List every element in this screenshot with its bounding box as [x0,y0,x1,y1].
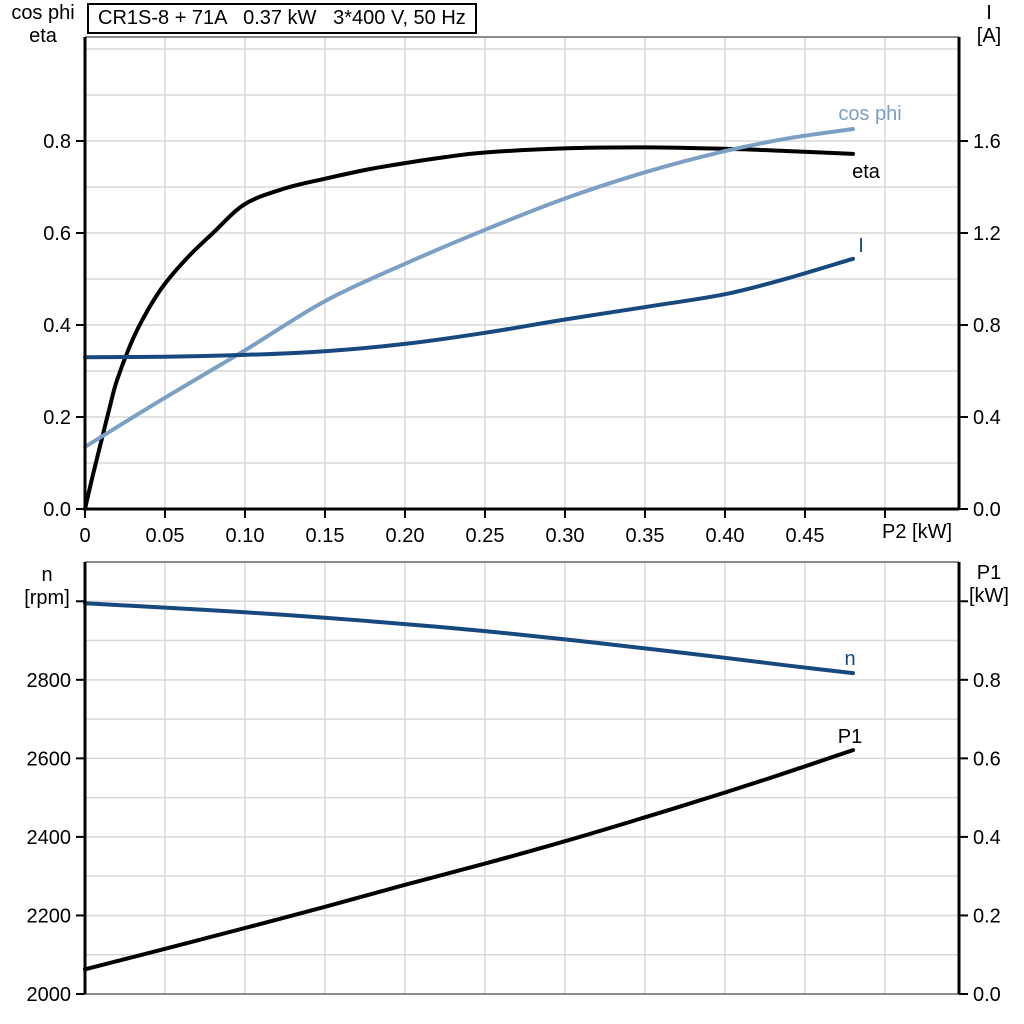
x-tick-label: 0.25 [466,525,505,547]
rpm-unit-label: [rpm] [24,587,70,609]
top-chart-right-axis-label: I [A] [960,2,1018,48]
bottom-chart-right-axis-label: P1 [kW] [958,562,1020,608]
x-tick-label: 0.35 [626,525,665,547]
left-tick-label: 0.4 [43,315,71,337]
curve-P1 [83,748,855,972]
x-tick-label: 0.40 [706,525,745,547]
input-power-axis-label: P1 [976,562,1002,584]
right-tick-label: 1.6 [973,131,1001,153]
left-tick-label: 0.6 [43,223,71,245]
x-tick-label: 0 [79,525,90,547]
curve-n [83,601,855,676]
right-tick-label: 0.4 [973,827,1001,849]
bottom-chart-left-axis-label: n [rpm] [14,564,80,610]
right-tick-label: 0.0 [973,499,1001,521]
right-tick-label: 0.2 [973,905,1001,927]
curve-label-cos-phi: cos phi [838,103,901,125]
curve-label-P1: P1 [838,726,862,748]
left-tick-label: 0.2 [43,407,71,429]
cos-phi-axis-label: cos phi [11,2,75,24]
left-tick-label: 2200 [27,905,72,927]
chart-title-box: CR1S-8 + 71A 0.37 kW 3*400 V, 50 Hz [87,3,477,34]
curve-I [83,256,855,360]
current-axis-label: I [986,2,992,24]
eta-axis-label: eta [29,25,57,47]
x-axis-unit-label: P2 [kW] [882,521,953,543]
curve-eta [83,145,855,511]
left-tick-label: 0.8 [43,131,71,153]
ampere-unit-label: [A] [976,25,1002,47]
curve-label-n: n [844,648,855,670]
kw-unit-label: [kW] [969,585,1009,607]
x-tick-label: 0.45 [786,525,825,547]
left-tick-label: 0.0 [43,499,71,521]
x-tick-label: 0.20 [386,525,425,547]
left-tick-label: 2400 [27,827,72,849]
right-tick-label: 0.6 [973,748,1001,770]
top-chart-left-axis-label: cos phi eta [2,2,84,48]
left-tick-label: 2800 [27,670,72,692]
right-tick-label: 1.2 [973,223,1001,245]
curve-cos-phi [83,127,855,449]
left-tick-label: 2600 [27,748,72,770]
x-tick-label: 0.05 [146,525,185,547]
right-tick-label: 0.0 [973,984,1001,1006]
left-tick-label: 2000 [27,984,72,1006]
speed-axis-label: n [41,564,53,586]
x-tick-label: 0.10 [226,525,265,547]
x-tick-label: 0.15 [306,525,345,547]
right-tick-label: 0.4 [973,407,1001,429]
curve-label-I: I [858,235,864,257]
curve-label-eta: eta [852,161,881,183]
right-tick-label: 0.8 [973,670,1001,692]
right-tick-label: 0.8 [973,315,1001,337]
x-tick-label: 0.30 [546,525,585,547]
